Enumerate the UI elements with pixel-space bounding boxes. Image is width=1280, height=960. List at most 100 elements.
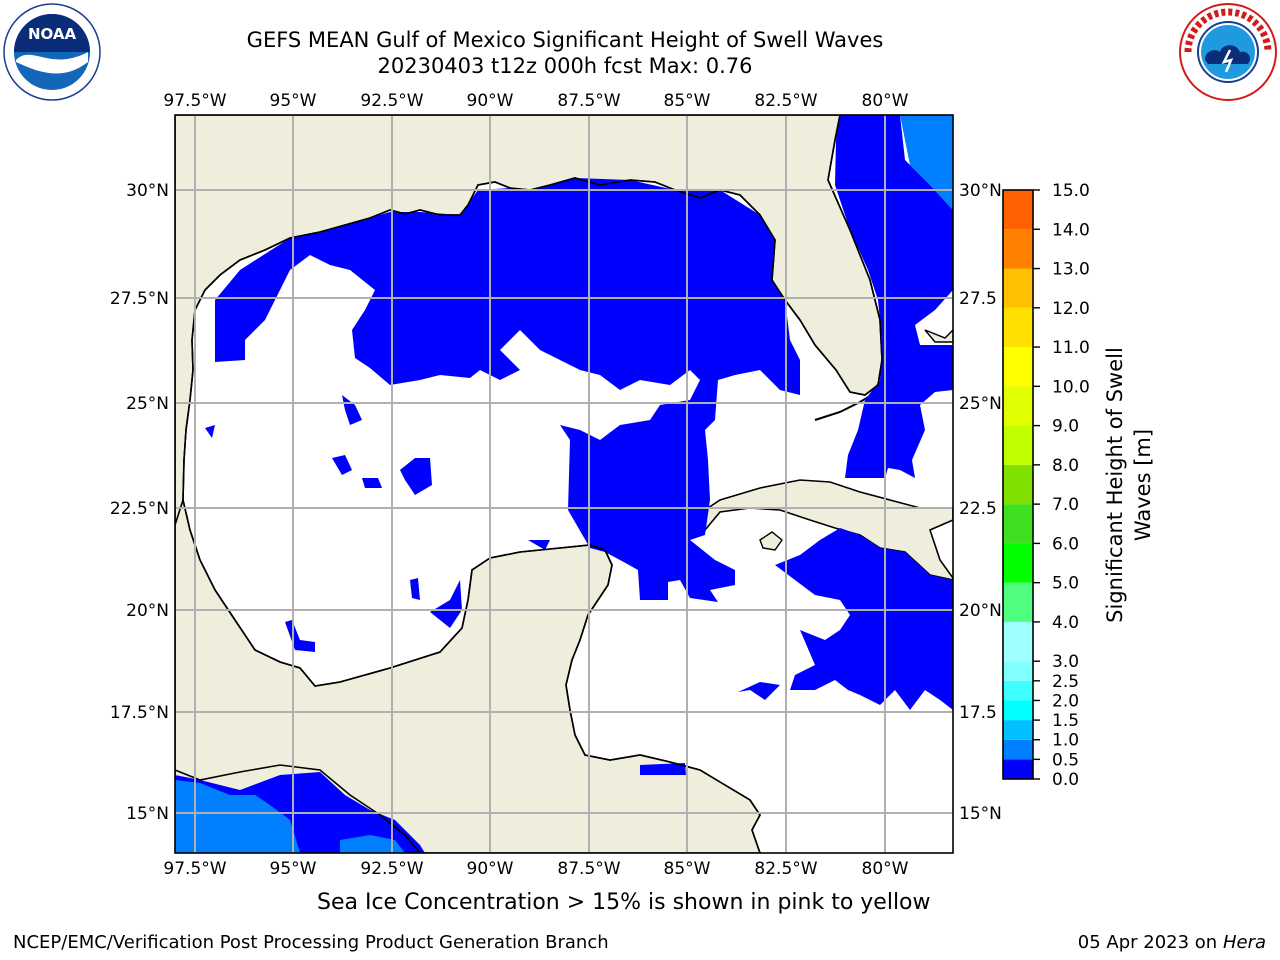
noaa-logo-text: NOAA [28, 25, 77, 43]
lat-tick-label: 17.5 [959, 703, 997, 723]
lon-tick-label: 80°W [862, 91, 909, 111]
lon-tick-label: 92.5°W [360, 859, 423, 879]
colorbar-tick-label: 15.0 [1052, 181, 1090, 201]
lat-tick-label: 20°N [959, 601, 1002, 621]
lat-ticks-right: 30°N 27.5 25°N 22.5 20°N 17.5 15°N [959, 181, 1002, 824]
colorbar-band [1003, 759, 1033, 779]
chart-subtitle: 20230403 t12z 000h fcst Max: 0.76 [377, 54, 753, 78]
lon-ticks-bottom: 97.5°W 95°W 92.5°W 90°W 87.5°W 85°W 82.5°W 80°W [163, 859, 908, 879]
lat-tick-label: 17.5°N [110, 703, 169, 723]
lon-tick-label: 95°W [270, 91, 317, 111]
colorbar [1002, 189, 1034, 780]
colorbar-tick-label: 5.0 [1052, 574, 1079, 594]
chart-title: GEFS MEAN Gulf of Mexico Significant Hei… [246, 28, 884, 52]
colorbar-band [1003, 720, 1033, 740]
swell-low-region-caribbean-west [738, 682, 780, 700]
noaa-logo: NOAA [3, 3, 101, 101]
graticule [175, 115, 953, 853]
map-layers [175, 115, 953, 853]
lon-tick-label: 82.5°W [754, 859, 817, 879]
colorbar-tick-label: 3.0 [1052, 652, 1079, 672]
colorbar-tick-label: 6.0 [1052, 534, 1079, 554]
land-bahamas [924, 329, 953, 343]
sea-ice-note: Sea Ice Concentration > 15% is shown in … [317, 890, 931, 915]
lat-tick-label: 15°N [126, 804, 169, 824]
colorbar-band [1003, 661, 1033, 681]
colorbar-band [1003, 582, 1033, 622]
colorbar-ticks: 0.00.51.01.52.02.53.0 4.0 5.0 6.0 7.0 8.0 9.0 1… [1033, 181, 1090, 790]
lon-tick-label: 82.5°W [754, 91, 817, 111]
colorbar-tick-label: 4.0 [1052, 613, 1079, 633]
lat-tick-label: 30°N [959, 181, 1002, 201]
lon-tick-label: 97.5°W [163, 91, 226, 111]
footer-host: Hera [1222, 932, 1266, 953]
lat-tick-label: 27.5°N [110, 289, 169, 309]
lon-tick-label: 80°W [862, 859, 909, 879]
swell-low-patch-yucatan [528, 540, 550, 550]
colorbar-band [1003, 268, 1033, 308]
colorbar-tick-label: 14.0 [1052, 220, 1090, 240]
lat-tick-label: 30°N [126, 181, 169, 201]
colorbar-tick-label: 8.0 [1052, 456, 1079, 476]
colorbar-band [1003, 190, 1033, 230]
lat-tick-label: 25°N [126, 394, 169, 414]
colorbar-band [1003, 386, 1033, 426]
lon-tick-label: 90°W [467, 859, 514, 879]
lon-tick-label: 90°W [467, 91, 514, 111]
colorbar-band [1003, 621, 1033, 662]
swell-low-patch-campeche-south [430, 580, 462, 628]
colorbar-band [1003, 700, 1033, 721]
lon-tick-label: 97.5°W [163, 859, 226, 879]
land-cuba [688, 479, 953, 581]
lat-tick-label: 15°N [959, 804, 1002, 824]
colorbar-band [1003, 504, 1033, 544]
lon-tick-label: 87.5°W [557, 91, 620, 111]
lat-tick-label: 22.5 [959, 499, 997, 519]
swell-low-patch-west [332, 455, 352, 475]
lon-tick-label: 92.5°W [360, 91, 423, 111]
lat-tick-label: 25°N [959, 394, 1002, 414]
lon-tick-label: 85°W [664, 91, 711, 111]
map-frame [174, 114, 954, 854]
colorbar-tick-label: 1.5 [1052, 711, 1079, 731]
colorbar-band [1003, 425, 1033, 465]
lon-ticks-top: 97.5°W 95°W 92.5°W 90°W 87.5°W 85°W 82.5°W 80°W [163, 91, 908, 111]
lat-tick-label: 27.5 [959, 289, 997, 309]
land-isle-of-youth [759, 531, 783, 551]
colorbar-tick-label: 2.5 [1052, 672, 1079, 692]
colorbar-tick-label: 2.0 [1052, 691, 1079, 711]
colorbar-tick-label: 0.5 [1052, 750, 1079, 770]
coastline-pacific [175, 764, 421, 853]
colorbar-band [1003, 464, 1033, 505]
colorbar-tick-label: 1.0 [1052, 731, 1079, 751]
lat-tick-label: 22.5°N [110, 499, 169, 519]
swell-low-patch-campeche [400, 458, 432, 495]
colorbar-band [1003, 739, 1033, 760]
colorbar-tick-label: 11.0 [1052, 338, 1090, 358]
footer-date: 05 Apr 2023 on [1077, 932, 1223, 953]
colorbar-band [1003, 229, 1033, 269]
lat-tick-label: 20°N [126, 601, 169, 621]
colorbar-band [1003, 680, 1033, 701]
lat-ticks-left: 30°N 27.5°N 25°N 22.5°N 20°N 17.5°N 15°N [110, 181, 169, 824]
colorbar-band [1003, 307, 1033, 348]
swell-low-patch-center [362, 478, 382, 488]
colorbar-tick-label: 9.0 [1052, 417, 1079, 437]
footer-right: 05 Apr 2023 on Hera [1078, 932, 1266, 953]
swell-mid-region-pacific-west [175, 780, 300, 853]
footer-left: NCEP/EMC/Verification Post Processing Pr… [13, 932, 609, 953]
swell-low-patch-campeche-mid [410, 578, 420, 600]
nws-logo [1179, 3, 1277, 101]
colorbar-label-line1: Significant Height of Swell [1103, 347, 1127, 623]
colorbar-tick-label: 7.0 [1052, 495, 1079, 515]
lon-tick-label: 95°W [270, 859, 317, 879]
swell-low-patch-texas [205, 425, 215, 438]
lon-tick-label: 87.5°W [557, 859, 620, 879]
colorbar-tick-label: 13.0 [1052, 260, 1090, 280]
colorbar-tick-label: 12.0 [1052, 299, 1090, 319]
colorbar-tick-label: 10.0 [1052, 377, 1090, 397]
colorbar-frame [1002, 189, 1034, 780]
swell-mid-region-atlantic [900, 115, 953, 210]
land-florida-keys [814, 395, 871, 421]
